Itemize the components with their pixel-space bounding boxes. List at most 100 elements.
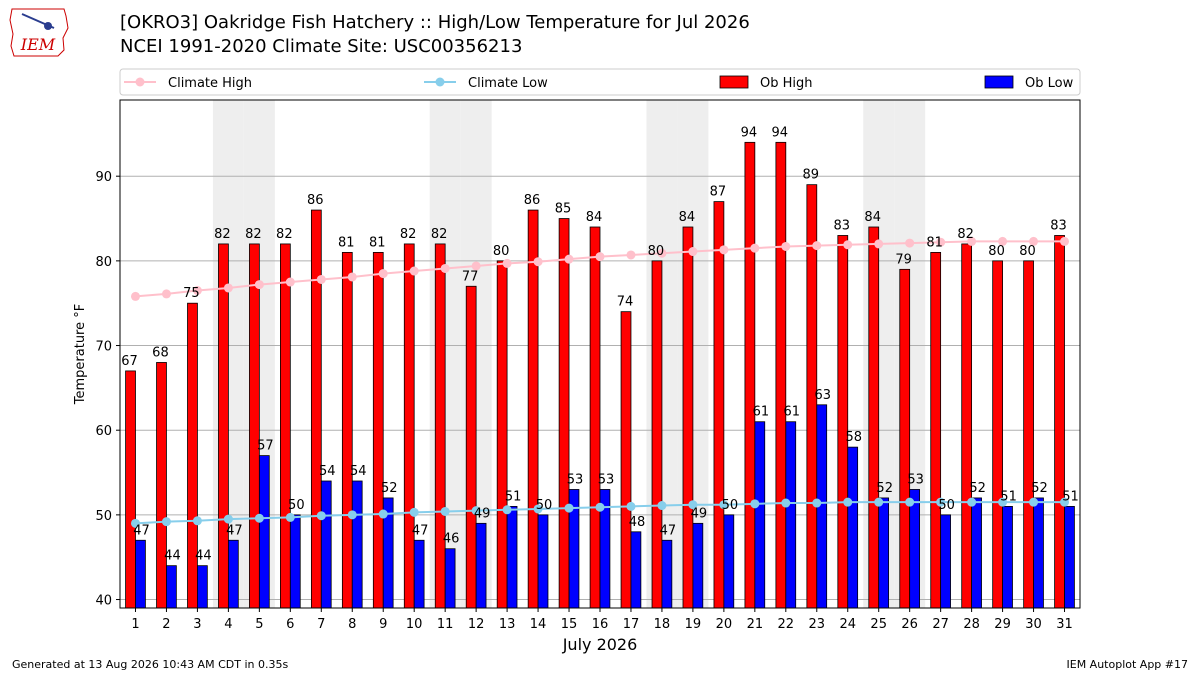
ob-high-bar bbox=[341, 251, 353, 609]
ob-high-label: 67 bbox=[121, 354, 138, 369]
x-tick-label: 25 bbox=[870, 617, 887, 632]
climate-low-point bbox=[936, 497, 946, 507]
ob-low-label: 61 bbox=[784, 405, 801, 420]
climate-high-point bbox=[533, 257, 543, 267]
climate-low-point bbox=[1029, 497, 1039, 507]
ob-high-label: 82 bbox=[214, 227, 231, 242]
ob-high-bar bbox=[899, 268, 911, 609]
ob-low-label: 47 bbox=[133, 523, 150, 538]
climate-high-point bbox=[502, 258, 512, 268]
climate-low-point bbox=[316, 511, 326, 521]
climate-high-point bbox=[254, 280, 264, 290]
y-tick-label: 40 bbox=[95, 594, 112, 609]
climate-low-point bbox=[409, 507, 419, 517]
ob-low-label: 51 bbox=[1000, 489, 1017, 504]
climate-high-legend-label: Climate High bbox=[168, 76, 252, 91]
climate-low-point bbox=[719, 500, 729, 510]
ob-low-label: 61 bbox=[753, 405, 770, 420]
ob-high-bar bbox=[218, 243, 229, 609]
ob-low-label: 63 bbox=[815, 388, 832, 403]
ob-high-bar bbox=[125, 370, 136, 609]
x-tick-label: 23 bbox=[809, 617, 826, 632]
ob-low-bar bbox=[166, 565, 177, 609]
ob-high-label: 82 bbox=[431, 227, 448, 242]
ob-high-bar bbox=[249, 243, 260, 609]
x-tick-label: 1 bbox=[131, 617, 139, 632]
weekend-shading bbox=[212, 100, 926, 608]
ob-high-label: 89 bbox=[803, 168, 820, 183]
climate-low-point bbox=[781, 498, 791, 508]
ob-low-label: 52 bbox=[381, 481, 398, 496]
climate-low-point bbox=[657, 501, 667, 511]
climate-low-point bbox=[967, 497, 977, 507]
ob-high-label: 83 bbox=[833, 218, 850, 233]
ob-high-bar bbox=[837, 235, 849, 609]
ob-low-legend-label: Ob Low bbox=[1025, 76, 1074, 91]
iem-logo: IEM bbox=[9, 8, 69, 57]
climate-low-point bbox=[378, 509, 388, 519]
climate-low-point bbox=[502, 505, 512, 515]
ob-high-bar bbox=[930, 251, 942, 609]
ob-high-label: 85 bbox=[555, 202, 572, 217]
ob-low-bar bbox=[723, 514, 735, 609]
ob-high-bar bbox=[1023, 260, 1034, 609]
climate-low-legend-label: Climate Low bbox=[468, 76, 548, 91]
climate-low-legend-marker bbox=[435, 77, 445, 87]
climate-high-point bbox=[1029, 236, 1039, 246]
ob-high-label: 82 bbox=[245, 227, 262, 242]
chart-subtitle: NCEI 1991-2020 Climate Site: USC00356213 bbox=[120, 36, 523, 57]
ob-high-label: 84 bbox=[586, 210, 603, 225]
legend-box bbox=[119, 68, 1081, 96]
ob-low-label: 51 bbox=[505, 489, 522, 504]
anemometer-icon bbox=[44, 22, 52, 30]
ob-high-bar bbox=[156, 362, 167, 609]
ob-high-label: 80 bbox=[988, 244, 1005, 259]
climate-low-point bbox=[223, 514, 233, 524]
ob-high-label: 86 bbox=[307, 193, 324, 208]
ob-high-bar bbox=[1054, 235, 1065, 609]
x-tick-label: 5 bbox=[255, 617, 263, 632]
ob-low-bar bbox=[444, 548, 456, 609]
ob-high-label: 80 bbox=[648, 244, 665, 259]
logo-text: IEM bbox=[20, 35, 56, 54]
ob-high-bar bbox=[527, 209, 539, 609]
climate-high-point bbox=[440, 263, 450, 273]
ob-low-label: 53 bbox=[907, 472, 924, 487]
x-tick-label: 30 bbox=[1025, 617, 1042, 632]
y-tick-label: 90 bbox=[95, 170, 112, 185]
ob-low-bar bbox=[227, 539, 239, 609]
x-tick-label: 9 bbox=[379, 617, 387, 632]
y-tick-label: 70 bbox=[95, 340, 112, 355]
x-tick-label: 24 bbox=[839, 617, 856, 632]
ob-low-bar bbox=[351, 480, 363, 609]
climate-high-point bbox=[409, 266, 419, 276]
ob-high-label: 84 bbox=[679, 210, 696, 225]
climate-low-point bbox=[812, 498, 822, 508]
ob-low-bar bbox=[1033, 497, 1044, 609]
ob-high-bar bbox=[775, 141, 787, 609]
climate-high-point bbox=[812, 241, 822, 251]
ob-high-bar bbox=[310, 209, 322, 609]
ob-low-label: 53 bbox=[598, 472, 615, 487]
x-tick-label: 20 bbox=[716, 617, 733, 632]
climate-high-point bbox=[936, 237, 946, 247]
ob-high-bar bbox=[992, 260, 1003, 609]
ob-high-bar bbox=[620, 311, 632, 609]
ob-low-bar bbox=[506, 505, 518, 609]
ob-low-label: 52 bbox=[876, 481, 893, 496]
ob-high-label: 74 bbox=[617, 295, 634, 310]
ob-low-bar bbox=[289, 514, 301, 609]
climate-high-point bbox=[874, 239, 884, 249]
ob-high-label: 79 bbox=[895, 252, 912, 267]
x-tick-label: 14 bbox=[530, 617, 547, 632]
climate-high-point bbox=[161, 289, 171, 299]
climate-low-point bbox=[440, 506, 450, 516]
ob-low-label: 50 bbox=[288, 498, 305, 513]
ob-low-bar bbox=[878, 497, 890, 609]
climate-low-point bbox=[254, 513, 264, 523]
ob-high-label: 94 bbox=[772, 125, 789, 140]
ob-high-label: 82 bbox=[400, 227, 417, 242]
ob-low-label: 47 bbox=[412, 523, 429, 538]
ob-high-legend-swatch bbox=[719, 75, 749, 89]
x-tick-label: 2 bbox=[162, 617, 170, 632]
